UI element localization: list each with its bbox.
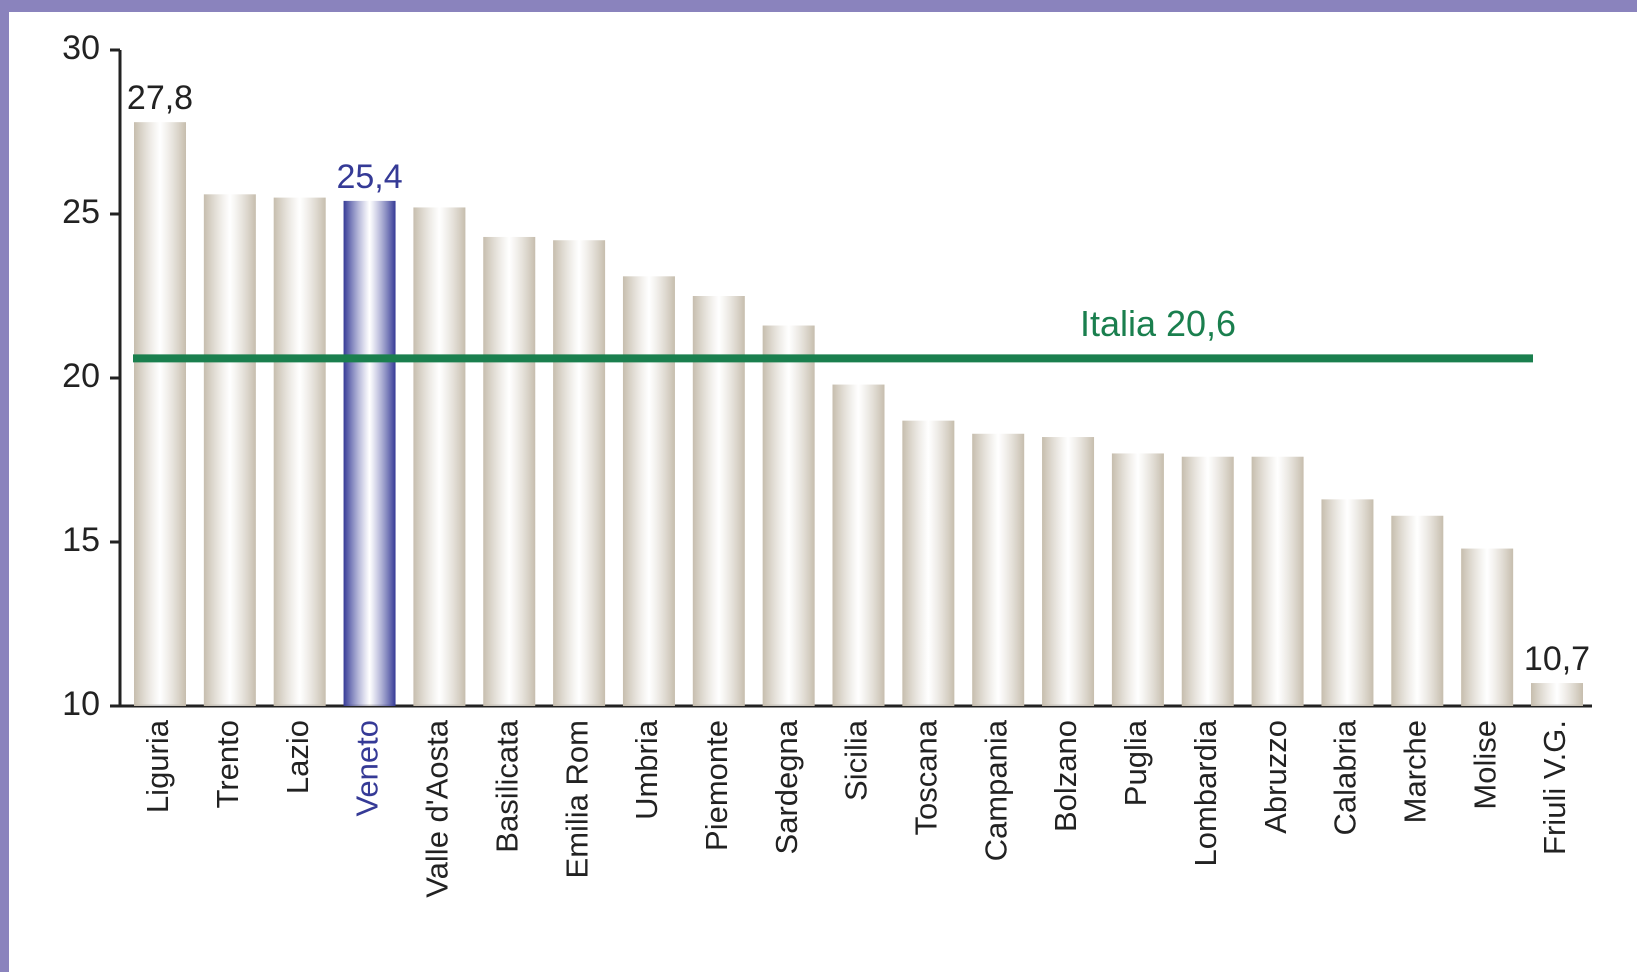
y-tick-label: 10 [62,685,100,723]
x-tick-label: Emilia Rom [559,720,594,878]
bar [902,420,955,706]
x-tick-label: Friuli V.G. [1537,720,1572,855]
x-tick-label: Molise [1467,720,1502,810]
x-tick-label: Marche [1397,720,1432,823]
x-tick-label: Sardegna [769,719,804,854]
y-tick-label: 30 [62,29,100,67]
bar [273,197,326,706]
bar [1321,499,1374,706]
x-tick-label: Calabria [1328,719,1363,835]
bar [483,236,536,706]
bar [553,240,606,707]
bar [622,276,675,706]
bar [343,200,396,706]
bar [1251,456,1304,706]
x-tick-label: Abruzzo [1258,720,1293,834]
value-label: 10,7 [1524,640,1590,678]
x-tick-label: Toscana [909,719,944,835]
x-tick-label: Veneto [350,720,385,817]
bar [692,296,745,706]
bar [413,207,466,706]
value-label: 27,8 [127,79,193,117]
bar [972,433,1025,706]
x-tick-label: Liguria [140,719,175,813]
reference-label: Italia 20,6 [1080,303,1236,344]
x-tick-label: Valle d'Aosta [420,719,455,897]
y-tick-label: 20 [62,357,100,395]
value-label: 25,4 [336,158,402,196]
bar [832,384,885,706]
x-tick-label: Sicilia [839,719,874,801]
frame-left [0,0,9,972]
x-tick-label: Lazio [280,720,315,794]
x-tick-label: Trento [210,720,245,808]
bar [1391,515,1444,706]
x-tick-label: Piemonte [699,720,734,851]
frame-top [0,0,1637,12]
x-tick-label: Umbria [629,719,664,820]
x-tick-label: Campania [978,719,1013,861]
bar [203,194,256,706]
x-tick-label: Puglia [1118,719,1153,806]
bar [1111,453,1164,706]
bar [1461,548,1514,706]
bar [762,325,815,706]
y-tick-label: 25 [62,193,100,231]
x-tick-label: Lombardia [1188,719,1223,866]
bar [1042,437,1095,706]
x-tick-label: Basilicata [489,719,524,852]
bar [1181,456,1234,706]
x-tick-label: Bolzano [1048,720,1083,832]
y-tick-label: 15 [62,521,100,559]
bar [134,122,186,706]
bar [1531,683,1583,706]
